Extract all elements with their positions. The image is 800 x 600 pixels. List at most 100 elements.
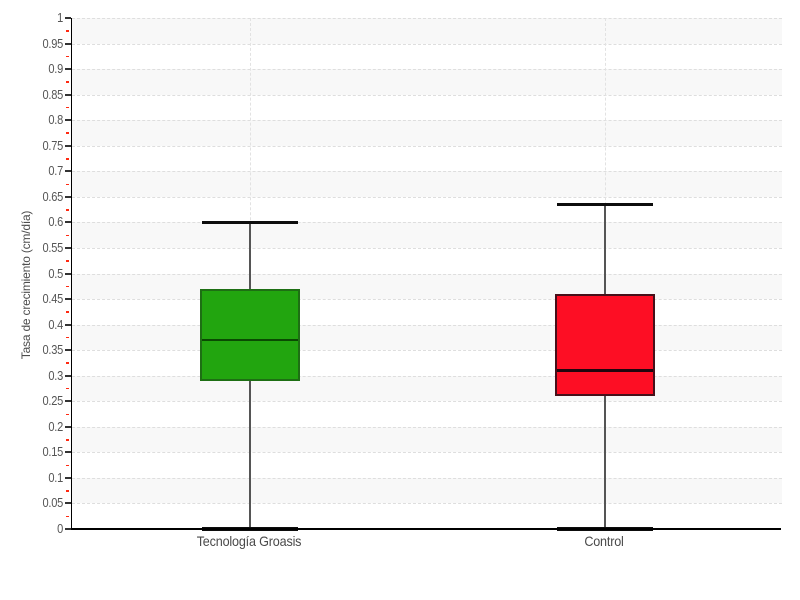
h-gridline bbox=[72, 247, 782, 249]
y-tick-label: 1 bbox=[57, 10, 63, 25]
y-major-tick bbox=[65, 528, 71, 530]
y-minor-tick bbox=[66, 311, 69, 313]
grid-band bbox=[72, 18, 782, 44]
y-tick-label: 0 bbox=[57, 521, 63, 536]
y-tick-label: 0.2 bbox=[48, 418, 63, 434]
y-major-tick bbox=[65, 272, 71, 275]
h-gridline bbox=[72, 69, 782, 71]
grid-band bbox=[72, 120, 782, 146]
grid-band bbox=[72, 247, 782, 274]
y-minor-tick bbox=[66, 81, 69, 83]
y-major-tick bbox=[65, 374, 71, 377]
grid-band bbox=[72, 401, 782, 427]
whisker-cap-top bbox=[556, 202, 653, 207]
y-minor-tick bbox=[66, 55, 69, 58]
y-minor-tick bbox=[66, 285, 69, 288]
y-tick-label: 0.55 bbox=[42, 239, 64, 255]
y-major-tick bbox=[65, 451, 71, 454]
h-gridline bbox=[72, 196, 782, 198]
y-major-tick bbox=[65, 476, 71, 479]
category-label: Control bbox=[583, 533, 624, 549]
y-major-tick bbox=[65, 349, 71, 352]
grid-band bbox=[72, 324, 782, 351]
y-minor-tick bbox=[66, 336, 69, 339]
y-major-tick bbox=[65, 400, 71, 403]
category-label: Tecnología Groasis bbox=[196, 533, 301, 549]
y-tick-label: 0.8 bbox=[48, 112, 63, 128]
h-gridline bbox=[72, 94, 782, 96]
h-gridline bbox=[72, 401, 782, 403]
grid-band bbox=[72, 375, 782, 402]
grid-band bbox=[72, 426, 782, 453]
h-gridline bbox=[72, 452, 782, 454]
y-tick-label: 0.7 bbox=[48, 163, 63, 179]
y-major-tick bbox=[65, 425, 71, 428]
y-tick-label: 0.35 bbox=[42, 342, 64, 358]
y-major-tick bbox=[65, 119, 71, 122]
h-gridline bbox=[72, 273, 782, 275]
median-line bbox=[201, 338, 298, 342]
y-minor-tick bbox=[66, 183, 69, 186]
grid-band bbox=[72, 477, 782, 504]
grid-band bbox=[72, 171, 782, 197]
y-major-tick bbox=[65, 17, 71, 19]
y-tick-label: 0.05 bbox=[42, 495, 64, 511]
y-tick-label: 0.95 bbox=[42, 35, 64, 51]
y-major-tick bbox=[65, 246, 71, 249]
grid-band bbox=[72, 350, 782, 376]
y-major-tick bbox=[65, 93, 71, 96]
y-tick-label: 0.85 bbox=[42, 86, 64, 102]
grid-band bbox=[72, 273, 782, 300]
y-major-tick bbox=[65, 170, 71, 173]
h-gridline bbox=[72, 350, 782, 352]
grid-band bbox=[72, 222, 782, 248]
y-minor-tick bbox=[66, 260, 69, 262]
y-major-tick bbox=[65, 298, 71, 301]
y-tick-label: 0.4 bbox=[48, 316, 63, 332]
y-minor-tick bbox=[66, 439, 69, 441]
grid-band bbox=[72, 94, 782, 121]
median-line bbox=[556, 369, 653, 372]
y-major-tick bbox=[65, 221, 71, 224]
y-tick-label: 0.45 bbox=[42, 291, 64, 307]
h-gridline bbox=[72, 222, 782, 224]
y-minor-tick bbox=[66, 515, 69, 518]
y-major-tick bbox=[65, 502, 71, 505]
h-gridline bbox=[72, 43, 782, 45]
y-major-tick bbox=[65, 144, 71, 147]
y-tick-label: 0.5 bbox=[48, 265, 63, 281]
h-gridline bbox=[72, 18, 782, 19]
y-tick-label: 0.65 bbox=[42, 188, 64, 204]
y-axis-title: Tasa de crecimiento (cm/día) bbox=[19, 210, 33, 360]
y-major-tick bbox=[65, 195, 71, 198]
y-minor-tick bbox=[66, 30, 69, 32]
h-gridline bbox=[72, 426, 782, 428]
y-tick-label: 0.6 bbox=[48, 214, 63, 230]
h-gridline bbox=[72, 120, 782, 122]
y-minor-tick bbox=[66, 132, 69, 134]
y-major-tick bbox=[65, 68, 71, 71]
y-minor-tick bbox=[66, 464, 69, 467]
h-gridline bbox=[72, 503, 782, 505]
y-major-tick bbox=[65, 323, 71, 326]
y-major-tick bbox=[65, 42, 71, 45]
box bbox=[554, 293, 655, 397]
y-minor-tick bbox=[66, 158, 69, 160]
y-minor-tick bbox=[66, 234, 69, 237]
y-minor-tick bbox=[66, 362, 69, 364]
y-tick-label: 0.25 bbox=[42, 393, 64, 409]
grid-band bbox=[72, 145, 782, 172]
plot-area bbox=[71, 18, 782, 531]
h-gridline bbox=[72, 299, 782, 301]
x-axis-line bbox=[71, 528, 781, 530]
grid-band bbox=[72, 69, 782, 95]
y-minor-tick bbox=[66, 413, 69, 416]
y-tick-label: 0.75 bbox=[42, 137, 64, 153]
h-gridline bbox=[72, 375, 782, 377]
y-tick-label: 0.9 bbox=[48, 61, 63, 77]
y-tick-label: 0.1 bbox=[48, 469, 63, 485]
grid-band bbox=[72, 43, 782, 70]
y-minor-tick bbox=[66, 490, 69, 492]
grid-band bbox=[72, 196, 782, 223]
